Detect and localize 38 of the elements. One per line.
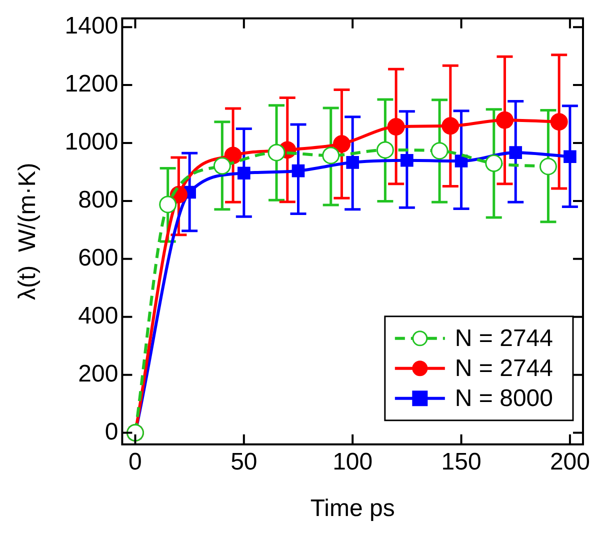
y-axis-title: λ(t) W/(m·K) [14, 162, 42, 300]
point [292, 164, 305, 178]
point [213, 157, 231, 175]
point [454, 154, 468, 168]
y-tick-label: 1000 [64, 128, 118, 156]
y-tick-label: 400 [78, 302, 118, 330]
point [430, 142, 448, 160]
point [159, 196, 177, 214]
y-tick-label: 1200 [64, 70, 118, 98]
x-axis-title: Time ps [310, 495, 395, 522]
point [387, 118, 405, 136]
y-tick-label: 0 [104, 418, 118, 446]
x-tick-label: 50 [230, 448, 258, 476]
point [322, 146, 340, 164]
point [550, 113, 568, 131]
legend-label: N = 2744 [454, 355, 554, 382]
legend-label: N = 8000 [454, 385, 554, 412]
point [332, 135, 350, 153]
point [485, 154, 503, 172]
x-tick-label: 150 [441, 448, 482, 476]
point [376, 141, 394, 159]
point [564, 150, 576, 164]
point [539, 158, 557, 176]
point [496, 111, 514, 129]
y-tick-label: 1400 [64, 12, 118, 40]
point [268, 144, 286, 162]
point [346, 156, 359, 169]
x-tick-label: 0 [128, 448, 142, 476]
point [442, 117, 460, 135]
point [509, 146, 522, 159]
y-tick-label: 800 [78, 186, 118, 214]
legend-label: N = 2744 [454, 325, 554, 352]
point [400, 154, 414, 167]
x-tick-label: 200 [550, 448, 590, 476]
y-tick-label: 200 [78, 360, 118, 388]
point [238, 166, 250, 180]
x-tick-label: 100 [332, 448, 373, 476]
y-tick-label: 600 [78, 244, 118, 272]
